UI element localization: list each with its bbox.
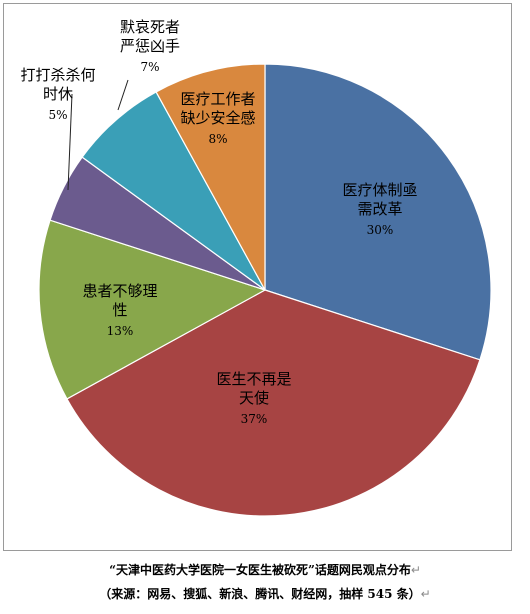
caption-source: （来源：网易、搜狐、新浪、腾讯、财经网，抽样 545 条）↵: [0, 585, 530, 602]
slice-label: 患者不够理: [82, 282, 157, 300]
slice-label: 时休: [43, 85, 73, 103]
slice-label: 天使: [239, 389, 269, 407]
slice-label: 严惩凶手: [120, 37, 180, 55]
return-mark: ↵: [410, 563, 421, 577]
leader-line: [67, 93, 73, 191]
slice-value-label: 30%: [367, 223, 394, 237]
caption-title: “天津中医药大学医院一女医生被砍死”话题网民观点分布↵: [0, 561, 530, 578]
slice-value-label: 13%: [107, 324, 134, 338]
slice-label: 默哀死者: [120, 18, 180, 36]
caption-title-text: “天津中医药大学医院一女医生被砍死”话题网民观点分布: [109, 563, 411, 577]
slice-label: 需改革: [357, 200, 402, 218]
slice-label: 打打杀杀何: [20, 66, 95, 84]
slice-label: 医疗体制亟: [342, 181, 417, 199]
leader-line: [117, 79, 129, 111]
slice-label: 缺少安全感: [180, 109, 255, 127]
pie-slice: [155, 63, 266, 291]
pie-slice: [38, 219, 267, 400]
slice-label: 医生不再是: [216, 370, 291, 388]
slice-value-label: 8%: [208, 132, 227, 146]
slice-value-label: 5%: [48, 108, 67, 122]
slice-label: 性: [112, 301, 127, 319]
caption-source-text: （来源：网易、搜狐、新浪、腾讯、财经网，抽样 545 条）: [99, 587, 421, 601]
slice-label: 医疗工作者: [180, 90, 255, 108]
slice-value-label: 37%: [241, 412, 268, 426]
pie-slice: [264, 63, 492, 361]
slice-value-label: 7%: [140, 60, 159, 74]
pie-slice: [66, 289, 481, 517]
return-mark: ↵: [420, 587, 431, 601]
